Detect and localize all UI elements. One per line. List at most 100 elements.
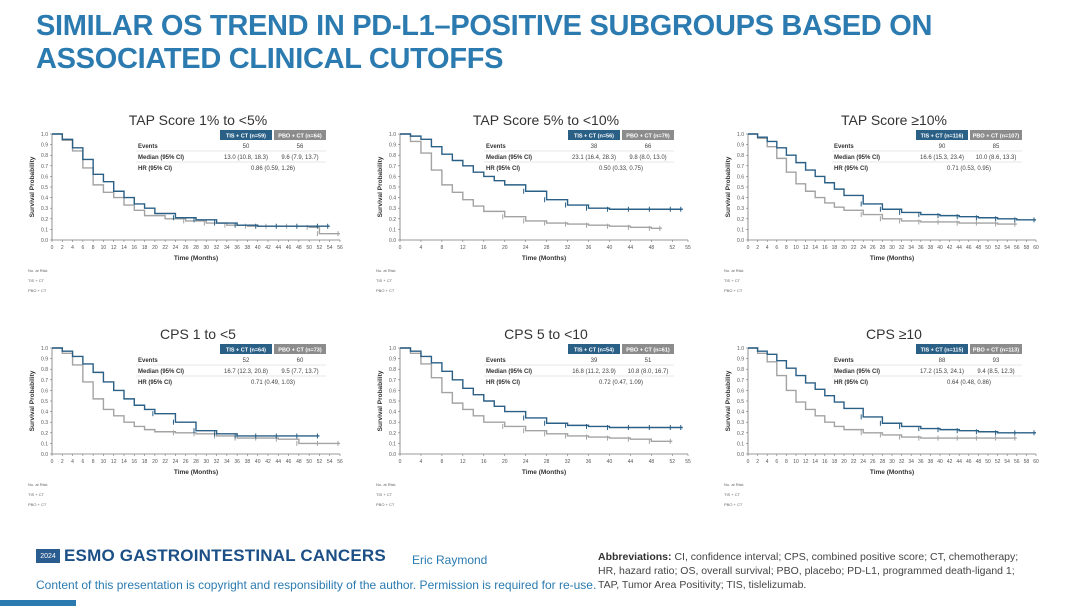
y-axis-label: Survival Probability xyxy=(725,156,732,217)
x-tick-label: 42 xyxy=(265,245,271,251)
x-tick-label: 40 xyxy=(607,459,613,465)
x-tick-label: 34 xyxy=(908,459,914,465)
y-tick-label: 0.0 xyxy=(389,238,396,244)
table-row-label: HR (95% CI) xyxy=(834,166,868,172)
km-panel: CPS ≥10 0.0 0.1 0.2 0.3 0.4 0.5 0.6 0.7 0.8 0.9 1.… xyxy=(724,326,1064,516)
table-row-label: Events xyxy=(486,358,506,364)
y-axis-label: Survival Probability xyxy=(377,370,384,431)
y-tick-label: 0.1 xyxy=(41,227,48,233)
x-tick-label: 36 xyxy=(234,245,240,251)
survival-curve xyxy=(748,133,1017,225)
x-tick-label: 48 xyxy=(649,459,655,465)
arm-header-pbo xyxy=(274,130,326,140)
x-tick-label: 16 xyxy=(822,245,828,251)
x-tick-label: 22 xyxy=(162,459,168,465)
x-tick-label: 55 xyxy=(685,459,691,465)
table-value: 23.1 (16.4, 28.3) xyxy=(572,155,616,161)
x-tick-label: 8 xyxy=(441,245,444,251)
risk-arm-label: TIS + CT xyxy=(724,492,741,497)
arm-header-tis xyxy=(220,344,272,354)
y-tick-label: 0.2 xyxy=(41,431,48,437)
x-tick-label: 10 xyxy=(101,459,107,465)
risk-table-label: No. at Risk xyxy=(28,268,48,273)
x-tick-label: 16 xyxy=(822,459,828,465)
logo-badge: 2024 xyxy=(36,549,60,563)
x-tick-label: 34 xyxy=(224,245,230,251)
y-tick-label: 0.1 xyxy=(389,441,396,447)
y-tick-label: 0.8 xyxy=(737,367,744,373)
x-tick-label: 48 xyxy=(649,245,655,251)
x-tick-label: 26 xyxy=(183,245,189,251)
x-tick-label: 10 xyxy=(793,459,799,465)
x-tick-label: 48 xyxy=(296,459,302,465)
y-tick-label: 0.6 xyxy=(737,388,744,394)
x-tick-label: 24 xyxy=(173,459,179,465)
survival-curve xyxy=(52,133,330,227)
y-tick-label: 0.3 xyxy=(737,206,744,212)
risk-arm-label: PBO + CT xyxy=(376,502,395,507)
panel-title: TAP Score ≥10% xyxy=(841,112,947,128)
km-chart: 0.00.10.20.30.40.50.60.70.80.91.00 4 8 12 16… xyxy=(376,344,691,507)
risk-table-label: No. at Risk xyxy=(724,482,744,487)
x-tick-label: 16 xyxy=(132,459,138,465)
x-tick-label: 18 xyxy=(832,459,838,465)
y-tick-label: 0.4 xyxy=(41,196,48,202)
risk-arm-label: TIS + CT xyxy=(28,492,45,497)
x-tick-label: 54 xyxy=(1004,245,1010,251)
y-tick-label: 0.5 xyxy=(41,185,48,191)
y-tick-label: 0.7 xyxy=(737,378,744,384)
x-tick-label: 14 xyxy=(121,459,127,465)
y-tick-label: 0.8 xyxy=(389,367,396,373)
y-tick-label: 0.9 xyxy=(41,143,48,149)
x-tick-label: 38 xyxy=(245,459,251,465)
y-tick-label: 0.6 xyxy=(389,388,396,394)
y-tick-label: 0.0 xyxy=(389,452,396,458)
arm-header-pbo xyxy=(970,130,1022,140)
y-tick-label: 0.9 xyxy=(389,143,396,149)
table-row-label: Events xyxy=(834,358,854,364)
table-row-label: HR (95% CI) xyxy=(486,166,520,172)
y-tick-label: 0.2 xyxy=(737,217,744,223)
table-value: 0.64 (0.48, 0.86) xyxy=(947,380,991,386)
x-tick-label: 44 xyxy=(628,245,634,251)
x-tick-label: 4 xyxy=(71,245,74,251)
x-axis-label: Time (Months) xyxy=(522,255,566,262)
risk-arm-label: TIS + CT xyxy=(376,278,393,283)
author-name: Eric Raymond xyxy=(412,553,488,567)
x-tick-label: 36 xyxy=(586,459,592,465)
x-tick-label: 20 xyxy=(502,245,508,251)
x-tick-label: 32 xyxy=(565,245,571,251)
x-tick-label: 8 xyxy=(441,459,444,465)
x-tick-label: 20 xyxy=(152,459,158,465)
x-tick-label: 16 xyxy=(481,245,487,251)
risk-arm-label: PBO + CT xyxy=(376,288,395,293)
x-tick-label: 12 xyxy=(111,245,117,251)
x-tick-label: 14 xyxy=(812,245,818,251)
y-tick-label: 0.3 xyxy=(41,420,48,426)
x-tick-label: 8 xyxy=(92,459,95,465)
slide-title: SIMILAR OS TREND IN PD-L1–POSITIVE SUBGR… xyxy=(36,10,933,75)
x-tick-label: 4 xyxy=(420,245,423,251)
x-tick-label: 24 xyxy=(860,459,866,465)
table-value: 66 xyxy=(645,144,652,150)
table-row-label: Median (95% CI) xyxy=(834,369,880,375)
x-tick-label: 48 xyxy=(976,245,982,251)
esmo-logo: 2024 ESMO GASTROINTESTINAL CANCERS xyxy=(36,546,386,566)
table-value: 16.8 (11.2, 23.9) xyxy=(572,369,616,375)
table-value: 9.8 (8.0, 13.0) xyxy=(629,155,666,161)
arm-header-label: PBO + CT (n=61) xyxy=(626,348,670,354)
table-value: 0.50 (0.33, 0.75) xyxy=(599,166,643,172)
x-tick-label: 28 xyxy=(880,245,886,251)
y-tick-label: 0.4 xyxy=(737,196,744,202)
x-tick-label: 52 xyxy=(995,245,1001,251)
x-tick-label: 40 xyxy=(937,459,943,465)
y-tick-label: 0.2 xyxy=(737,431,744,437)
table-row-label: HR (95% CI) xyxy=(138,166,172,172)
x-tick-label: 46 xyxy=(966,245,972,251)
x-axis-label: Time (Months) xyxy=(174,255,218,262)
x-tick-label: 18 xyxy=(832,245,838,251)
risk-table-label: No. at Risk xyxy=(28,482,48,487)
x-tick-label: 0 xyxy=(399,459,402,465)
table-value: 85 xyxy=(993,144,1000,150)
x-tick-label: 50 xyxy=(985,245,991,251)
